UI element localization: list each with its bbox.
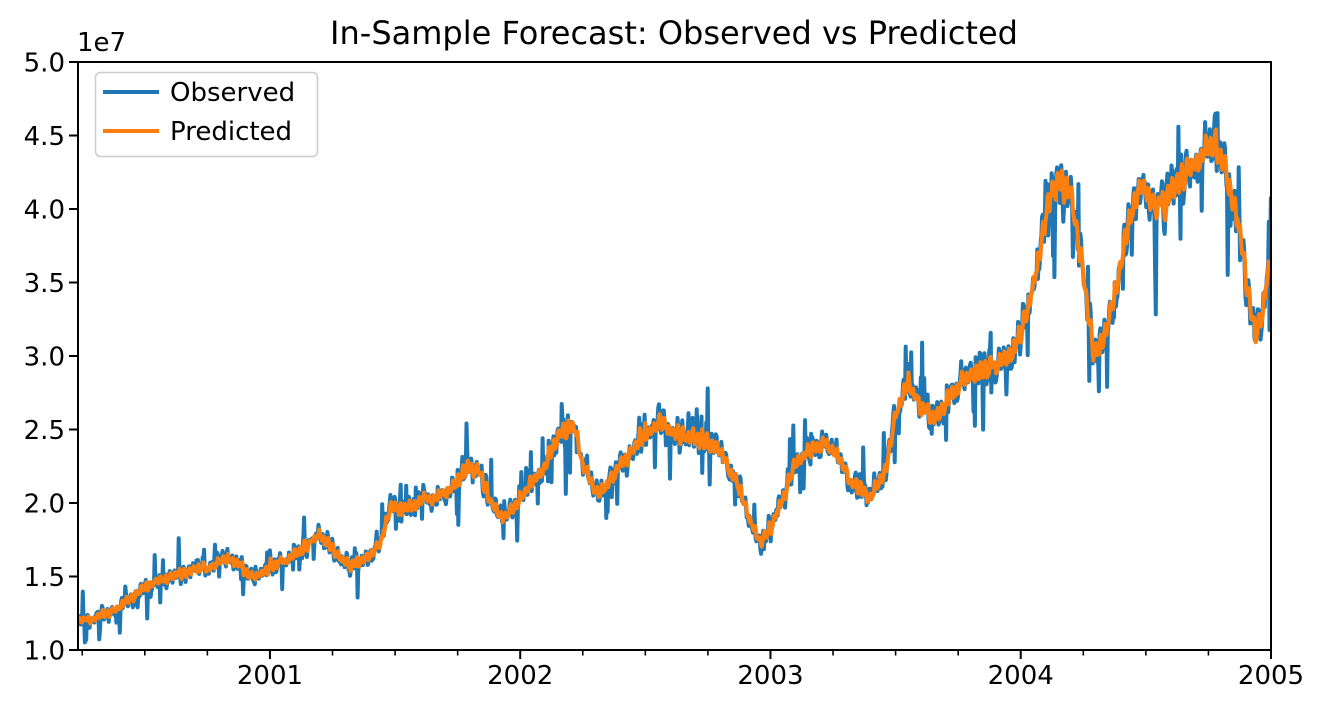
y-tick-label: 1.0	[24, 637, 65, 667]
y-tick-label: 4.0	[24, 196, 65, 226]
y-tick-label: 4.5	[24, 122, 65, 152]
y-axis-offset-label: 1e7	[77, 28, 126, 58]
y-tick-label: 5.0	[24, 49, 65, 79]
legend: Observed Predicted	[94, 71, 319, 158]
x-tick-label: 2003	[737, 661, 803, 691]
chart-title: In-Sample Forecast: Observed vs Predicte…	[330, 14, 1018, 52]
x-tick-label: 2005	[1238, 661, 1304, 691]
y-tick-label: 3.5	[24, 269, 65, 299]
axes-frame	[77, 61, 1272, 651]
y-tick-label: 2.0	[24, 490, 65, 520]
series-layer	[78, 111, 1271, 645]
legend-predicted-label: Predicted	[170, 117, 292, 147]
y-tick-label: 1.5	[24, 563, 65, 593]
y-tick-labels: 1.0 1.5 2.0 2.5 3.0 3.5 4.0 4.5 5.0	[24, 49, 65, 667]
x-tick-label: 2004	[988, 661, 1054, 691]
legend-observed-label: Observed	[170, 78, 295, 108]
plot-area	[78, 62, 1271, 650]
predicted-line	[78, 127, 1271, 626]
y-tick-label: 3.0	[24, 343, 65, 373]
x-tick-label: 2002	[487, 661, 553, 691]
x-tick-label: 2001	[237, 661, 303, 691]
x-tick-labels: 2001 2002 2003 2004 2005	[237, 661, 1304, 691]
y-tick-label: 2.5	[24, 416, 65, 446]
